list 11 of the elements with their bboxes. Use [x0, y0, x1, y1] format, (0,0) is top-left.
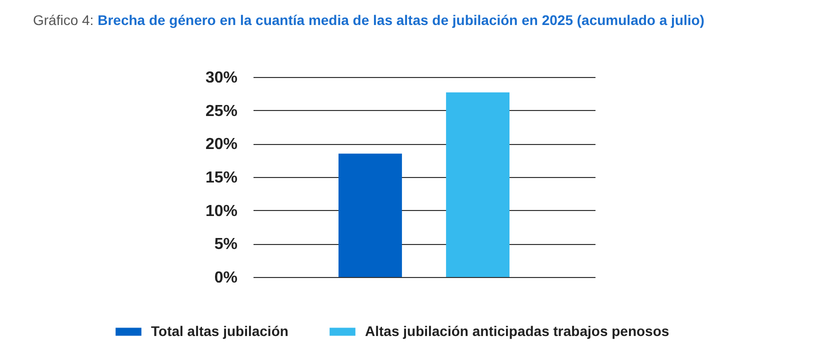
y-tick-label: 30%: [205, 70, 238, 86]
y-tick-label: 25%: [205, 102, 238, 120]
chart-subtitle: Brecha de género en la cuantía media de las altas de jubilación en 2025 (acumulado a julio): [98, 12, 704, 28]
y-tick-label: 10%: [205, 202, 238, 220]
legend-label: Altas jubilación anticipadas trabajos penosos: [365, 322, 670, 339]
y-tick-label: 5%: [214, 236, 238, 254]
text: Gráfico 4:: [33, 12, 94, 28]
y-tick-label: 20%: [205, 136, 238, 154]
legend-label: Total altas jubilación: [151, 322, 288, 339]
y-tick-label: 0%: [214, 270, 238, 286]
y-tick-label: 15%: [205, 170, 238, 186]
